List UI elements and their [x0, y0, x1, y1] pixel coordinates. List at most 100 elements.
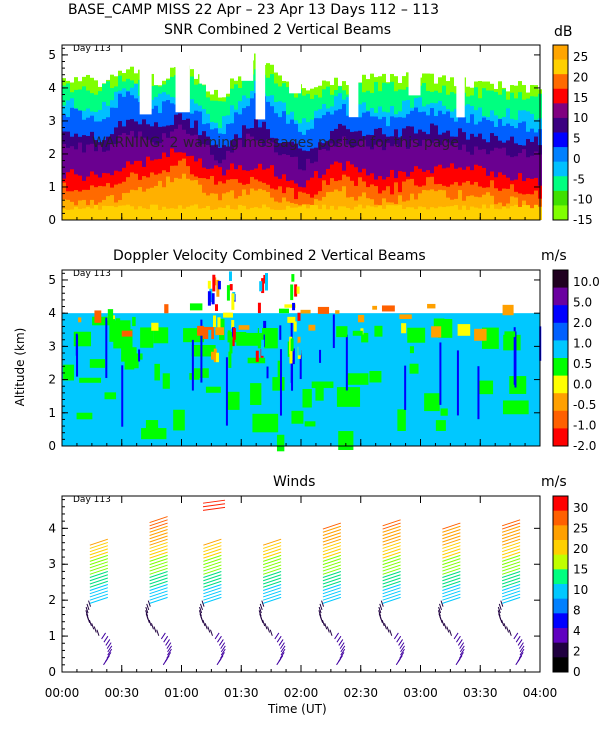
colorbar-segment [553, 410, 568, 429]
doppler-patch-green [311, 381, 334, 389]
wind-barb [322, 587, 342, 595]
wind-barb [220, 652, 225, 659]
wind-barb [322, 554, 342, 562]
wind-barb [322, 551, 342, 559]
wind-barb [202, 499, 226, 504]
doppler-patch-green [509, 376, 527, 394]
colorbar-segment [553, 540, 568, 556]
snr-cell [334, 189, 338, 220]
wind-barb [382, 525, 401, 533]
colorbar-label: 10.0 [573, 275, 600, 289]
snr-cell [62, 209, 66, 220]
wind-barb [501, 590, 521, 598]
snr-cell [438, 206, 442, 220]
doppler-patch-top [457, 324, 471, 336]
snr-cell [270, 209, 274, 220]
doppler-column [297, 312, 301, 321]
snr-cell [466, 209, 470, 220]
wind-barb [438, 613, 442, 620]
wind-barb [146, 603, 150, 611]
snr-cell [114, 207, 118, 220]
wind-barb [203, 554, 222, 562]
doppler-patch-top [223, 312, 234, 318]
doppler-streak-blue [291, 360, 294, 391]
wind-barb [322, 535, 342, 543]
colorbar-segment [553, 287, 568, 306]
wind-barb [203, 567, 222, 575]
wind-barb [210, 629, 213, 636]
doppler-units: m/s [541, 248, 567, 264]
wind-barb [442, 580, 461, 588]
wind-barb [501, 596, 521, 604]
doppler-patch-top [287, 316, 296, 323]
wind-barb [442, 596, 461, 604]
wind-barb [378, 613, 382, 620]
y-tick-label: 5 [48, 273, 56, 287]
wind-barb [149, 535, 168, 543]
snr-units: dB [554, 24, 573, 40]
snr-cell [286, 205, 290, 220]
wind-barb [379, 603, 383, 611]
doppler-column [259, 281, 263, 292]
colorbar-segment [553, 176, 568, 192]
snr-cell [342, 206, 346, 220]
wind-barb [322, 522, 342, 530]
snr-cell [406, 179, 410, 220]
wind-barb [274, 632, 280, 640]
snr-cell [222, 193, 226, 220]
wind-barb [380, 600, 384, 607]
colorbar-label: -0.5 [573, 398, 596, 412]
wind-barb [324, 623, 328, 630]
snr-day-label: Day 113 [73, 44, 111, 54]
snr-cell [442, 190, 446, 220]
doppler-column [263, 274, 267, 284]
wind-barb [501, 561, 521, 569]
colorbar-segment [553, 554, 568, 570]
wind-barb [322, 558, 342, 566]
x-tick-label: 00:00 [45, 686, 80, 700]
wind-barb [202, 619, 206, 627]
wind-barb [262, 587, 282, 595]
doppler-patch-green [276, 434, 285, 452]
doppler-patch-top [352, 330, 363, 336]
wind-barb [339, 642, 345, 649]
wind-barb [149, 525, 168, 533]
snr-cell [222, 208, 226, 220]
wind-barb [506, 626, 510, 633]
doppler-patch-green [315, 386, 324, 401]
doppler-patch-top [189, 303, 203, 311]
wind-barb [517, 655, 523, 662]
wind-barb [501, 558, 521, 566]
wind-barb [207, 626, 211, 633]
doppler-patch-green [153, 327, 169, 344]
snr-cell [458, 209, 462, 220]
wind-barb [322, 541, 342, 549]
snr-cell [210, 209, 214, 220]
wind-barb [322, 593, 342, 601]
snr-cell [86, 189, 90, 220]
page-title: BASE_CAMP MISS 22 Apr – 23 Apr 13 Days 1… [68, 2, 439, 18]
wind-barb [442, 551, 461, 559]
doppler-patch-green [63, 364, 74, 381]
colorbar-frame [552, 44, 569, 221]
wind-barb [89, 571, 109, 579]
wind-barb [89, 593, 109, 601]
snr-cell [334, 209, 338, 220]
doppler-streak-blue [456, 350, 459, 416]
wind-barb [203, 545, 222, 553]
y-tick-label: 2 [48, 593, 56, 607]
wind-barb [106, 652, 112, 659]
snr-cell [134, 190, 138, 220]
snr-cell [350, 196, 354, 220]
snr-cell [450, 206, 454, 220]
doppler-patch-green [477, 380, 494, 395]
doppler-streak-blue [439, 342, 442, 405]
wind-barb [442, 593, 461, 601]
wind-barb [89, 577, 109, 585]
colorbar-label: 25 [573, 522, 588, 536]
wind-barb [167, 645, 172, 653]
x-axis-label: Time (UT) [268, 702, 327, 716]
doppler-streak-blue [200, 319, 203, 383]
snr-cell [486, 208, 490, 220]
colorbar-segment [553, 525, 568, 541]
